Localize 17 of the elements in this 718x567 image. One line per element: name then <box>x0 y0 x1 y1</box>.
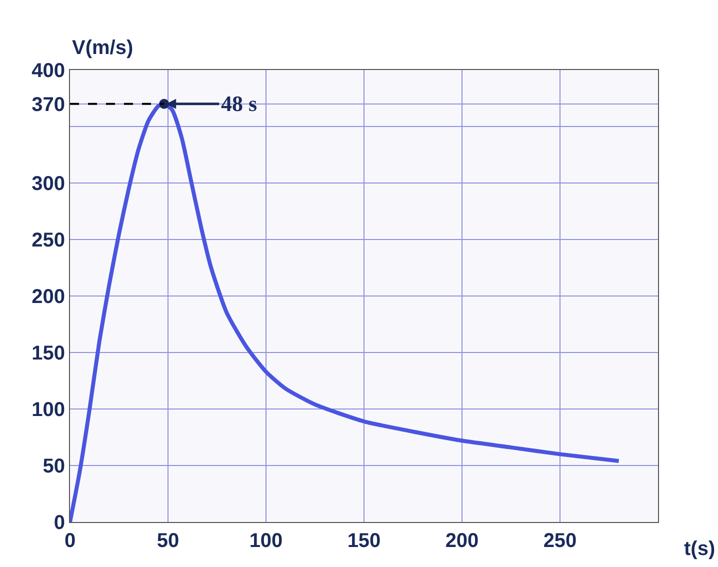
y-axis-title: V(m/s) <box>72 37 134 59</box>
y-tick-label: 50 <box>42 456 65 478</box>
y-tick-label: 250 <box>32 230 65 252</box>
y-tick-label: 300 <box>32 173 65 195</box>
x-tick-label: 250 <box>543 530 577 552</box>
y-tick-label: 100 <box>32 399 65 421</box>
y-tick-label: 200 <box>32 286 65 308</box>
x-tick-label: 150 <box>347 530 381 552</box>
x-axis-title: t(s) <box>684 538 716 560</box>
x-tick-label: 100 <box>249 530 283 552</box>
y-tick-label: 150 <box>32 342 65 364</box>
y-tick-label: 370 <box>32 94 65 116</box>
y-tick-label: 400 <box>32 60 65 82</box>
annotation: 48 s <box>221 91 258 116</box>
y-tick-label: 0 <box>54 512 65 534</box>
x-tick-label: 200 <box>445 530 479 552</box>
x-tick-label: 50 <box>156 530 180 552</box>
